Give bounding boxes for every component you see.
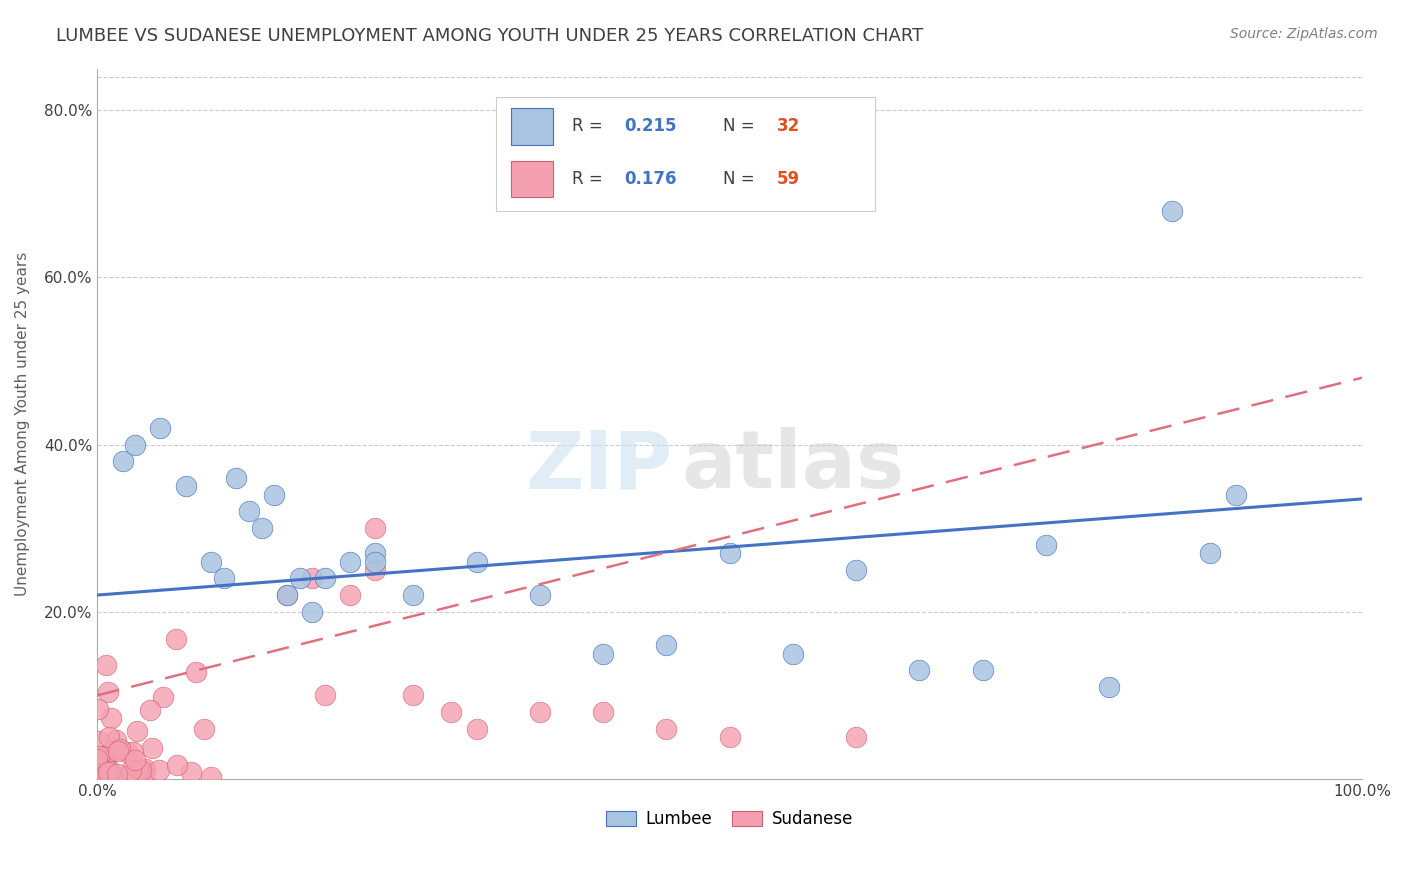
Text: Source: ZipAtlas.com: Source: ZipAtlas.com: [1230, 27, 1378, 41]
Point: [1035, 538, 1057, 552]
Point: [529, 588, 551, 602]
Point: [94, 657, 117, 672]
Point: [101, 744, 124, 758]
Point: [592, 705, 614, 719]
Point: [86, 752, 108, 766]
Point: [107, 744, 129, 758]
Text: LUMBEE VS SUDANESE UNEMPLOYMENT AMONG YOUTH UNDER 25 YEARS CORRELATION CHART: LUMBEE VS SUDANESE UNEMPLOYMENT AMONG YO…: [56, 27, 924, 45]
Point: [86, 755, 108, 769]
Point: [972, 663, 994, 677]
Point: [89, 767, 111, 781]
Point: [87, 702, 110, 716]
Text: ZIP: ZIP: [526, 427, 672, 506]
Point: [184, 665, 207, 680]
Point: [238, 504, 260, 518]
Point: [105, 733, 128, 747]
Point: [301, 605, 323, 619]
Point: [845, 730, 868, 744]
Legend: Lumbee, Sudanese: Lumbee, Sudanese: [599, 803, 860, 835]
Point: [200, 555, 222, 569]
Point: [288, 571, 311, 585]
Point: [314, 571, 336, 585]
Point: [149, 421, 172, 435]
Point: [655, 722, 678, 736]
Point: [1098, 680, 1121, 694]
Point: [655, 638, 678, 652]
Point: [96, 765, 118, 780]
Point: [108, 741, 131, 756]
Point: [1225, 488, 1247, 502]
Point: [100, 711, 122, 725]
Point: [94, 749, 117, 764]
Point: [782, 647, 804, 661]
Text: atlas: atlas: [682, 427, 904, 506]
Point: [89, 734, 111, 748]
Point: [105, 766, 128, 780]
Point: [1199, 546, 1222, 560]
Point: [845, 563, 868, 577]
Point: [98, 731, 121, 745]
Point: [100, 766, 122, 780]
Point: [402, 588, 425, 602]
Point: [718, 730, 741, 744]
Point: [364, 563, 387, 577]
Point: [364, 555, 387, 569]
Point: [301, 571, 323, 585]
Point: [96, 767, 118, 781]
Point: [165, 632, 187, 646]
Point: [174, 479, 197, 493]
Point: [180, 764, 202, 779]
Point: [592, 647, 614, 661]
Y-axis label: Unemployment Among Youth under 25 years: Unemployment Among Youth under 25 years: [15, 252, 30, 596]
Point: [125, 724, 148, 739]
Point: [86, 756, 108, 771]
Point: [1161, 203, 1184, 218]
Point: [94, 756, 117, 770]
Point: [115, 745, 138, 759]
Point: [314, 689, 336, 703]
Point: [339, 555, 361, 569]
Point: [134, 767, 156, 781]
Point: [364, 521, 387, 535]
Point: [111, 454, 134, 468]
Point: [148, 763, 170, 777]
Point: [225, 471, 247, 485]
Point: [139, 703, 162, 717]
Point: [96, 769, 118, 783]
Point: [122, 745, 145, 759]
Point: [124, 437, 146, 451]
Point: [339, 588, 361, 602]
Point: [120, 763, 142, 777]
Point: [141, 740, 163, 755]
Point: [529, 705, 551, 719]
Point: [465, 722, 488, 736]
Point: [250, 521, 273, 535]
Point: [89, 748, 111, 763]
Point: [364, 546, 387, 560]
Point: [166, 758, 188, 772]
Point: [263, 488, 285, 502]
Point: [402, 689, 425, 703]
Point: [908, 663, 931, 677]
Point: [124, 753, 146, 767]
Point: [718, 546, 741, 560]
Point: [152, 690, 174, 705]
Point: [193, 723, 215, 737]
Point: [465, 555, 488, 569]
Point: [118, 768, 141, 782]
Point: [118, 768, 141, 782]
Point: [276, 588, 298, 602]
Point: [212, 571, 235, 585]
Point: [134, 762, 156, 776]
Point: [87, 766, 110, 780]
Point: [98, 764, 121, 779]
Point: [129, 764, 152, 778]
Point: [97, 685, 120, 699]
Point: [127, 763, 149, 777]
Point: [440, 705, 463, 719]
Point: [200, 770, 222, 784]
Point: [276, 588, 298, 602]
